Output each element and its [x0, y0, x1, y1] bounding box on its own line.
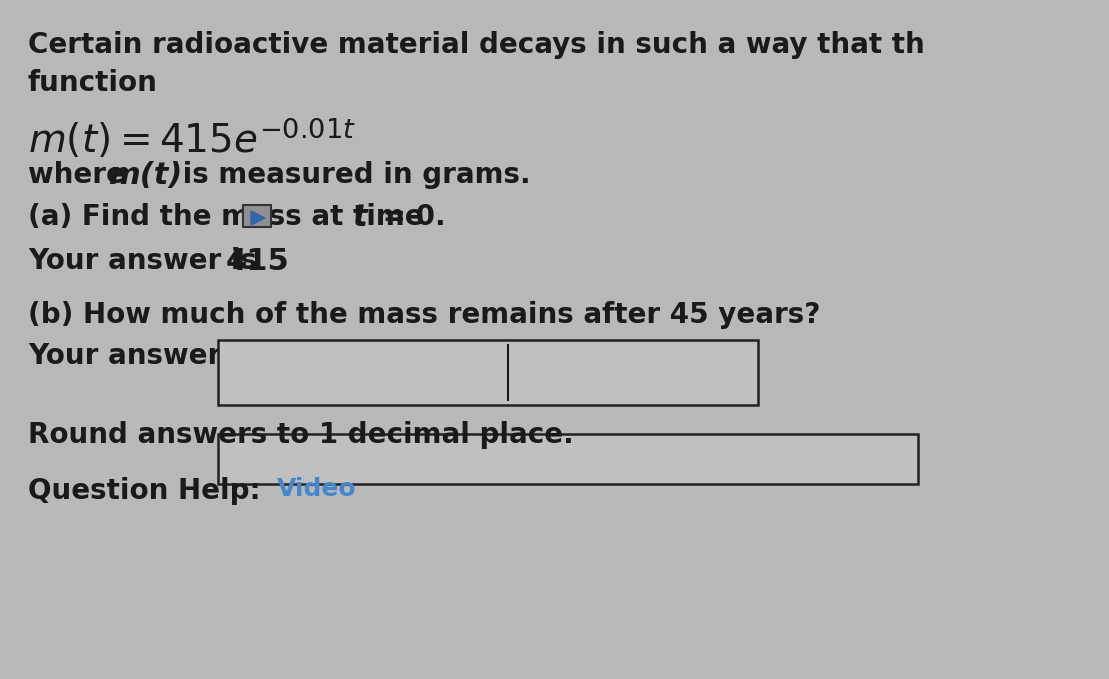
Text: Round answers to 1 decimal place.: Round answers to 1 decimal place. [28, 421, 573, 449]
Text: (a) Find the mass at time: (a) Find the mass at time [28, 203, 434, 231]
Text: where: where [28, 161, 134, 189]
Bar [243, 205, 271, 227]
Text: Certain radioactive material decays in such a way that th: Certain radioactive material decays in s… [28, 31, 925, 59]
Text: Video: Video [277, 477, 357, 501]
Bar [218, 434, 918, 484]
Text: $m(t) = 415e^{-0.01t}$: $m(t) = 415e^{-0.01t}$ [28, 116, 356, 161]
Text: Your answer is: Your answer is [28, 247, 257, 275]
Text: function: function [28, 69, 157, 97]
Text: t: t [353, 203, 367, 232]
Bar [218, 340, 757, 405]
Text: = 0.: = 0. [373, 203, 446, 231]
Text: Question Help:: Question Help: [28, 477, 261, 505]
Text: (b) How much of the mass remains after 45 years?: (b) How much of the mass remains after 4… [28, 301, 821, 329]
Polygon shape [251, 211, 265, 225]
Text: Your answer is: Your answer is [28, 342, 257, 370]
Text: is measured in grams.: is measured in grams. [173, 161, 530, 189]
Text: m(t): m(t) [108, 161, 182, 190]
Text: 415: 415 [226, 247, 289, 276]
